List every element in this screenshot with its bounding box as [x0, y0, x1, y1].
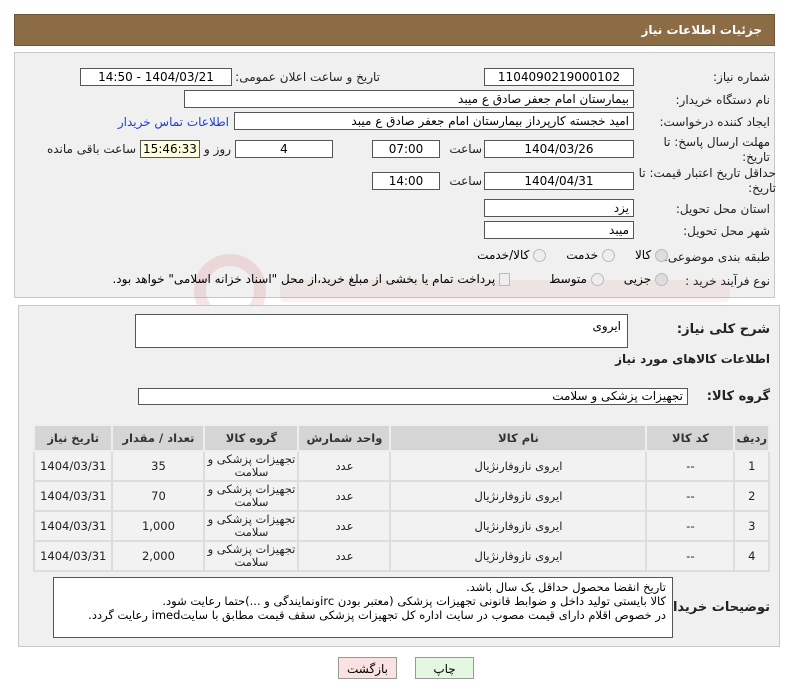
cell-group: تجهیزات پزشکی و سلامت — [203, 540, 300, 572]
col-row: ردیف — [733, 424, 770, 452]
process-label: نوع فرآیند خرید : — [685, 274, 770, 288]
cell-code: -- — [645, 480, 736, 512]
deadline-time-label: ساعت — [449, 142, 482, 156]
table-header-row: ردیف کد کالا نام کالا واحد شمارش گروه کا… — [32, 424, 770, 452]
cell-group: تجهیزات پزشکی و سلامت — [203, 480, 300, 512]
cell-unit: عدد — [297, 540, 392, 572]
city-field[interactable]: میبد — [484, 221, 634, 239]
checkbox-icon[interactable] — [499, 273, 510, 286]
creator-label: ایجاد کننده درخواست: — [659, 115, 770, 129]
process-radio-group: جزیی متوسط — [549, 272, 668, 286]
table-row: 3 -- ایروی نازوفارنژیال عدد تجهیزات پزشکی و … — [32, 510, 770, 542]
cell-group: تجهیزات پزشکی و سلامت — [203, 450, 300, 482]
cell-date: 1404/03/31 — [32, 510, 114, 542]
cell-quantity: 2,000 — [111, 540, 206, 572]
items-title: اطلاعات کالاهای مورد نیاز — [615, 352, 770, 366]
cell-name: ایروی نازوفارنژیال — [389, 480, 648, 512]
category-radio-group: کالا خدمت کالا/خدمت — [477, 248, 668, 262]
cell-group: تجهیزات پزشکی و سلامت — [203, 510, 300, 542]
days-field[interactable]: 4 — [235, 140, 333, 158]
cell-quantity: 70 — [111, 480, 206, 512]
note-line: کالا بایستی تولید داخل و ضوابط قانونی تج… — [162, 594, 666, 608]
cell-quantity: 35 — [111, 450, 206, 482]
col-date: تاریخ نیاز — [32, 424, 114, 452]
radio-icon[interactable] — [601, 249, 615, 262]
remaining-group: روز و 15:46:33 ساعت باقی مانده — [47, 140, 231, 158]
cell-row: 3 — [733, 510, 770, 542]
radio-minor[interactable]: جزیی — [624, 272, 668, 286]
items-table: ردیف کد کالا نام کالا واحد شمارش گروه کا… — [32, 424, 770, 572]
cell-code: -- — [645, 540, 736, 572]
contact-buyer-link[interactable]: اطلاعات تماس خریدار — [117, 115, 229, 129]
validity-label: حداقل تاریخ اعتبار قیمت: تا تاریخ: — [638, 166, 776, 195]
cell-unit: عدد — [297, 450, 392, 482]
payment-option[interactable]: پرداخت تمام یا بخشی از مبلغ خرید،از محل … — [112, 272, 510, 286]
cell-unit: عدد — [297, 510, 392, 542]
cell-row: 2 — [733, 480, 770, 512]
cell-code: -- — [645, 510, 736, 542]
remaining-time-field: 15:46:33 — [140, 140, 200, 158]
deadline-time-field[interactable]: 07:00 — [372, 140, 440, 158]
cell-date: 1404/03/31 — [32, 480, 114, 512]
notes-label: توضیحات خریدار: — [660, 600, 770, 615]
cell-date: 1404/03/31 — [32, 540, 114, 572]
cell-code: -- — [645, 450, 736, 482]
radio-icon[interactable] — [655, 249, 668, 262]
buyer-field[interactable]: بیمارستان امام جعفر صادق ع میبد — [184, 90, 634, 108]
announce-field[interactable]: 1404/03/21 - 14:50 — [80, 68, 232, 86]
validity-time-field[interactable]: 14:00 — [372, 172, 440, 190]
col-code: کد کالا — [645, 424, 736, 452]
province-field[interactable]: یزد — [484, 199, 634, 217]
table-row: 1 -- ایروی نازوفارنژیال عدد تجهیزات پزشکی و … — [32, 450, 770, 482]
cell-row: 1 — [733, 450, 770, 482]
deadline-label: مهلت ارسال پاسخ: تا تاریخ: — [663, 135, 770, 164]
cell-row: 4 — [733, 540, 770, 572]
cell-name: ایروی نازوفارنژیال — [389, 510, 648, 542]
remaining-label: ساعت باقی مانده — [46, 142, 136, 156]
cell-quantity: 1,000 — [111, 510, 206, 542]
col-group: گروه کالا — [203, 424, 300, 452]
radio-icon[interactable] — [590, 273, 604, 286]
col-name: نام کالا — [389, 424, 648, 452]
radio-medium[interactable]: متوسط — [549, 272, 604, 286]
radio-icon[interactable] — [533, 249, 547, 262]
radio-goods-service[interactable]: کالا/خدمت — [477, 248, 547, 262]
page-header: جزئیات اطلاعات نیاز — [14, 14, 775, 46]
table-row: 2 -- ایروی نازوفارنژیال عدد تجهیزات پزشکی و … — [32, 480, 770, 512]
creator-field[interactable]: امید خجسته کارپرداز بیمارستان امام جعفر … — [234, 112, 634, 130]
province-label: استان محل تحویل: — [675, 202, 770, 216]
days-label: روز و — [204, 142, 231, 156]
announce-label: تاریخ و ساعت اعلان عمومی: — [235, 70, 380, 84]
note-line: در خصوص اقلام دارای قیمت مصوب در سایت اد… — [88, 608, 666, 622]
group-label: گروه کالا: — [706, 389, 770, 404]
radio-goods[interactable]: کالا — [635, 248, 668, 262]
need-number-field[interactable]: 1104090219000102 — [484, 68, 634, 86]
back-button[interactable]: بازگشت — [338, 657, 397, 679]
city-label: شهر محل تحویل: — [683, 224, 770, 238]
validity-date-field[interactable]: 1404/04/31 — [484, 172, 634, 190]
radio-icon[interactable] — [655, 273, 668, 286]
validity-time-label: ساعت — [449, 174, 482, 188]
category-label: طبقه بندی موضوعی: — [663, 250, 770, 264]
buyer-label: نام دستگاه خریدار: — [675, 93, 771, 107]
cell-name: ایروی نازوفارنژیال — [389, 540, 648, 572]
notes-field[interactable]: تاریخ انقضا محصول حداقل یک سال باشد. کال… — [53, 577, 673, 638]
need-number-label: شماره نیاز: — [713, 70, 770, 84]
cell-unit: عدد — [297, 480, 392, 512]
print-button[interactable]: چاپ — [415, 657, 474, 679]
col-unit: واحد شمارش — [297, 424, 392, 452]
page-title: جزئیات اطلاعات نیاز — [641, 23, 762, 37]
col-quantity: تعداد / مقدار — [111, 424, 206, 452]
group-field[interactable]: تجهیزات پزشکی و سلامت — [138, 388, 688, 405]
table-row: 4 -- ایروی نازوفارنژیال عدد تجهیزات پزشکی و … — [32, 540, 770, 572]
cell-date: 1404/03/31 — [32, 450, 114, 482]
note-line: تاریخ انقضا محصول حداقل یک سال باشد. — [466, 580, 666, 594]
deadline-date-field[interactable]: 1404/03/26 — [484, 140, 634, 158]
cell-name: ایروی نازوفارنژیال — [389, 450, 648, 482]
description-field[interactable]: ایروی — [135, 314, 628, 348]
radio-service[interactable]: خدمت — [566, 248, 615, 262]
description-label: شرح کلی نیاز: — [676, 322, 770, 337]
